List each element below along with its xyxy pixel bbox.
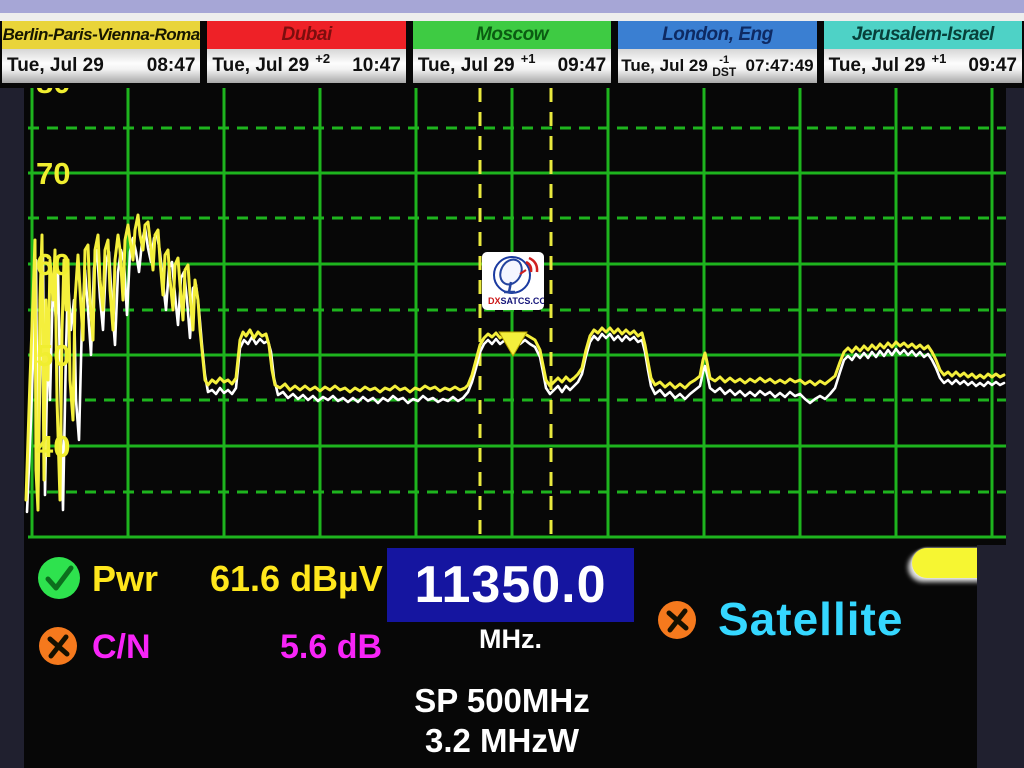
span-value: SP 500MHz xyxy=(414,682,590,719)
cross-icon xyxy=(39,627,77,665)
clock-cell-london: London, Eng Tue, Jul 29 -1 DST 07:47:49 xyxy=(618,21,817,83)
clock-cell-berlin: Berlin-Paris-Vienna-Roma Tue, Jul 29 08:… xyxy=(2,21,201,83)
window-titlebar-strip xyxy=(0,0,1024,13)
clock-time: 09:47 xyxy=(968,55,1018,76)
titlebar-divider xyxy=(0,13,1024,21)
clock-time: 10:47 xyxy=(352,55,401,76)
clock-utc-offset: +1 xyxy=(520,50,536,66)
clock-time-row: Tue, Jul 29 +1 09:47 xyxy=(412,49,612,83)
svg-text:60: 60 xyxy=(36,247,70,282)
clock-date: Tue, Jul 29 xyxy=(828,55,926,76)
clock-time: 07:47:49 xyxy=(745,56,814,75)
clock-utc-offset: +2 xyxy=(315,50,331,66)
pwr-label: Pwr xyxy=(92,558,159,599)
spectrum-plot: 80 70 60 50 40 xyxy=(24,88,1006,540)
clock-utc-offset: -1 xyxy=(719,53,730,66)
clock-cell-dubai: Dubai Tue, Jul 29 +2 10:47 xyxy=(207,21,406,83)
clock-time: 09:47 xyxy=(557,55,607,76)
clock-dst-indicator: -1 DST xyxy=(712,53,737,79)
clock-time-row: Tue, Jul 29 08:47 xyxy=(2,49,201,83)
frequency-display[interactable]: 11350.0 xyxy=(387,548,634,622)
clock-time-row: Tue, Jul 29 +2 10:47 xyxy=(207,49,406,83)
clock-city-label: Moscow xyxy=(412,21,612,49)
svg-text:DXSATCS.COM: DXSATCS.COM xyxy=(488,296,544,306)
screen-border xyxy=(1006,88,1024,545)
cn-label: C/N xyxy=(92,628,151,666)
cn-value: 5.6 dB xyxy=(280,628,383,666)
pwr-value: 61.6 dBµV xyxy=(210,558,383,599)
svg-text:70: 70 xyxy=(36,156,70,191)
clock-city-label: Jerusalem-Israel xyxy=(823,21,1023,49)
clock-date: Tue, Jul 29 xyxy=(621,56,708,75)
clock-cell-moscow: Moscow Tue, Jul 29 +1 09:47 xyxy=(412,21,612,83)
svg-text:40: 40 xyxy=(36,429,70,464)
screen-border xyxy=(0,88,24,768)
screen-border xyxy=(977,545,1024,768)
check-icon xyxy=(38,557,80,599)
clock-utc-offset: +1 xyxy=(931,50,947,66)
clock-date: Tue, Jul 29 xyxy=(212,55,310,76)
dxsatcs-logo: DXSATCS.COM xyxy=(482,252,554,310)
clock-time-row: Tue, Jul 29 +1 09:47 xyxy=(823,49,1023,83)
cross-icon xyxy=(658,601,696,639)
clock-time-row: Tue, Jul 29 -1 DST 07:47:49 xyxy=(618,49,817,83)
world-clock-bar: Berlin-Paris-Vienna-Roma Tue, Jul 29 08:… xyxy=(0,21,1024,83)
satellite-label: Satellite xyxy=(718,593,904,645)
clock-city-label: London, Eng xyxy=(618,21,817,49)
svg-text:80: 80 xyxy=(36,88,70,100)
bandwidth-value: 3.2 MHzW xyxy=(424,722,579,759)
clock-date: Tue, Jul 29 xyxy=(7,55,104,76)
clock-cell-jerusalem: Jerusalem-Israel Tue, Jul 29 +1 09:47 xyxy=(823,21,1023,83)
clock-city-label: Berlin-Paris-Vienna-Roma xyxy=(2,21,201,49)
clock-dst-label: DST xyxy=(712,64,737,79)
svg-text:50: 50 xyxy=(36,338,70,373)
clock-city-label: Dubai xyxy=(207,21,406,49)
satellite-dish-icon: DXSATCS.COM xyxy=(488,256,554,306)
clock-date: Tue, Jul 29 xyxy=(417,55,515,76)
clock-time: 08:47 xyxy=(146,55,196,76)
frequency-unit: MHz. xyxy=(479,624,542,654)
